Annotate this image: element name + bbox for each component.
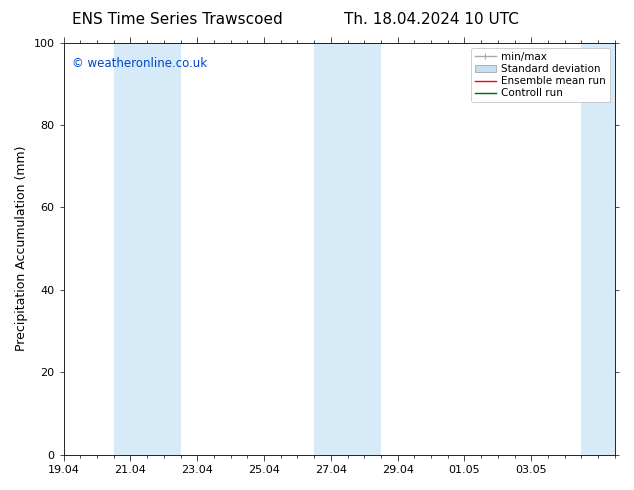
Legend: min/max, Standard deviation, Ensemble mean run, Controll run: min/max, Standard deviation, Ensemble me…: [470, 48, 610, 102]
Y-axis label: Precipitation Accumulation (mm): Precipitation Accumulation (mm): [15, 146, 28, 351]
Text: © weatheronline.co.uk: © weatheronline.co.uk: [72, 57, 207, 70]
Text: Th. 18.04.2024 10 UTC: Th. 18.04.2024 10 UTC: [344, 12, 519, 27]
Text: ENS Time Series Trawscoed: ENS Time Series Trawscoed: [72, 12, 283, 27]
Bar: [581, 43, 615, 455]
Bar: [314, 43, 381, 455]
Bar: [113, 43, 181, 455]
